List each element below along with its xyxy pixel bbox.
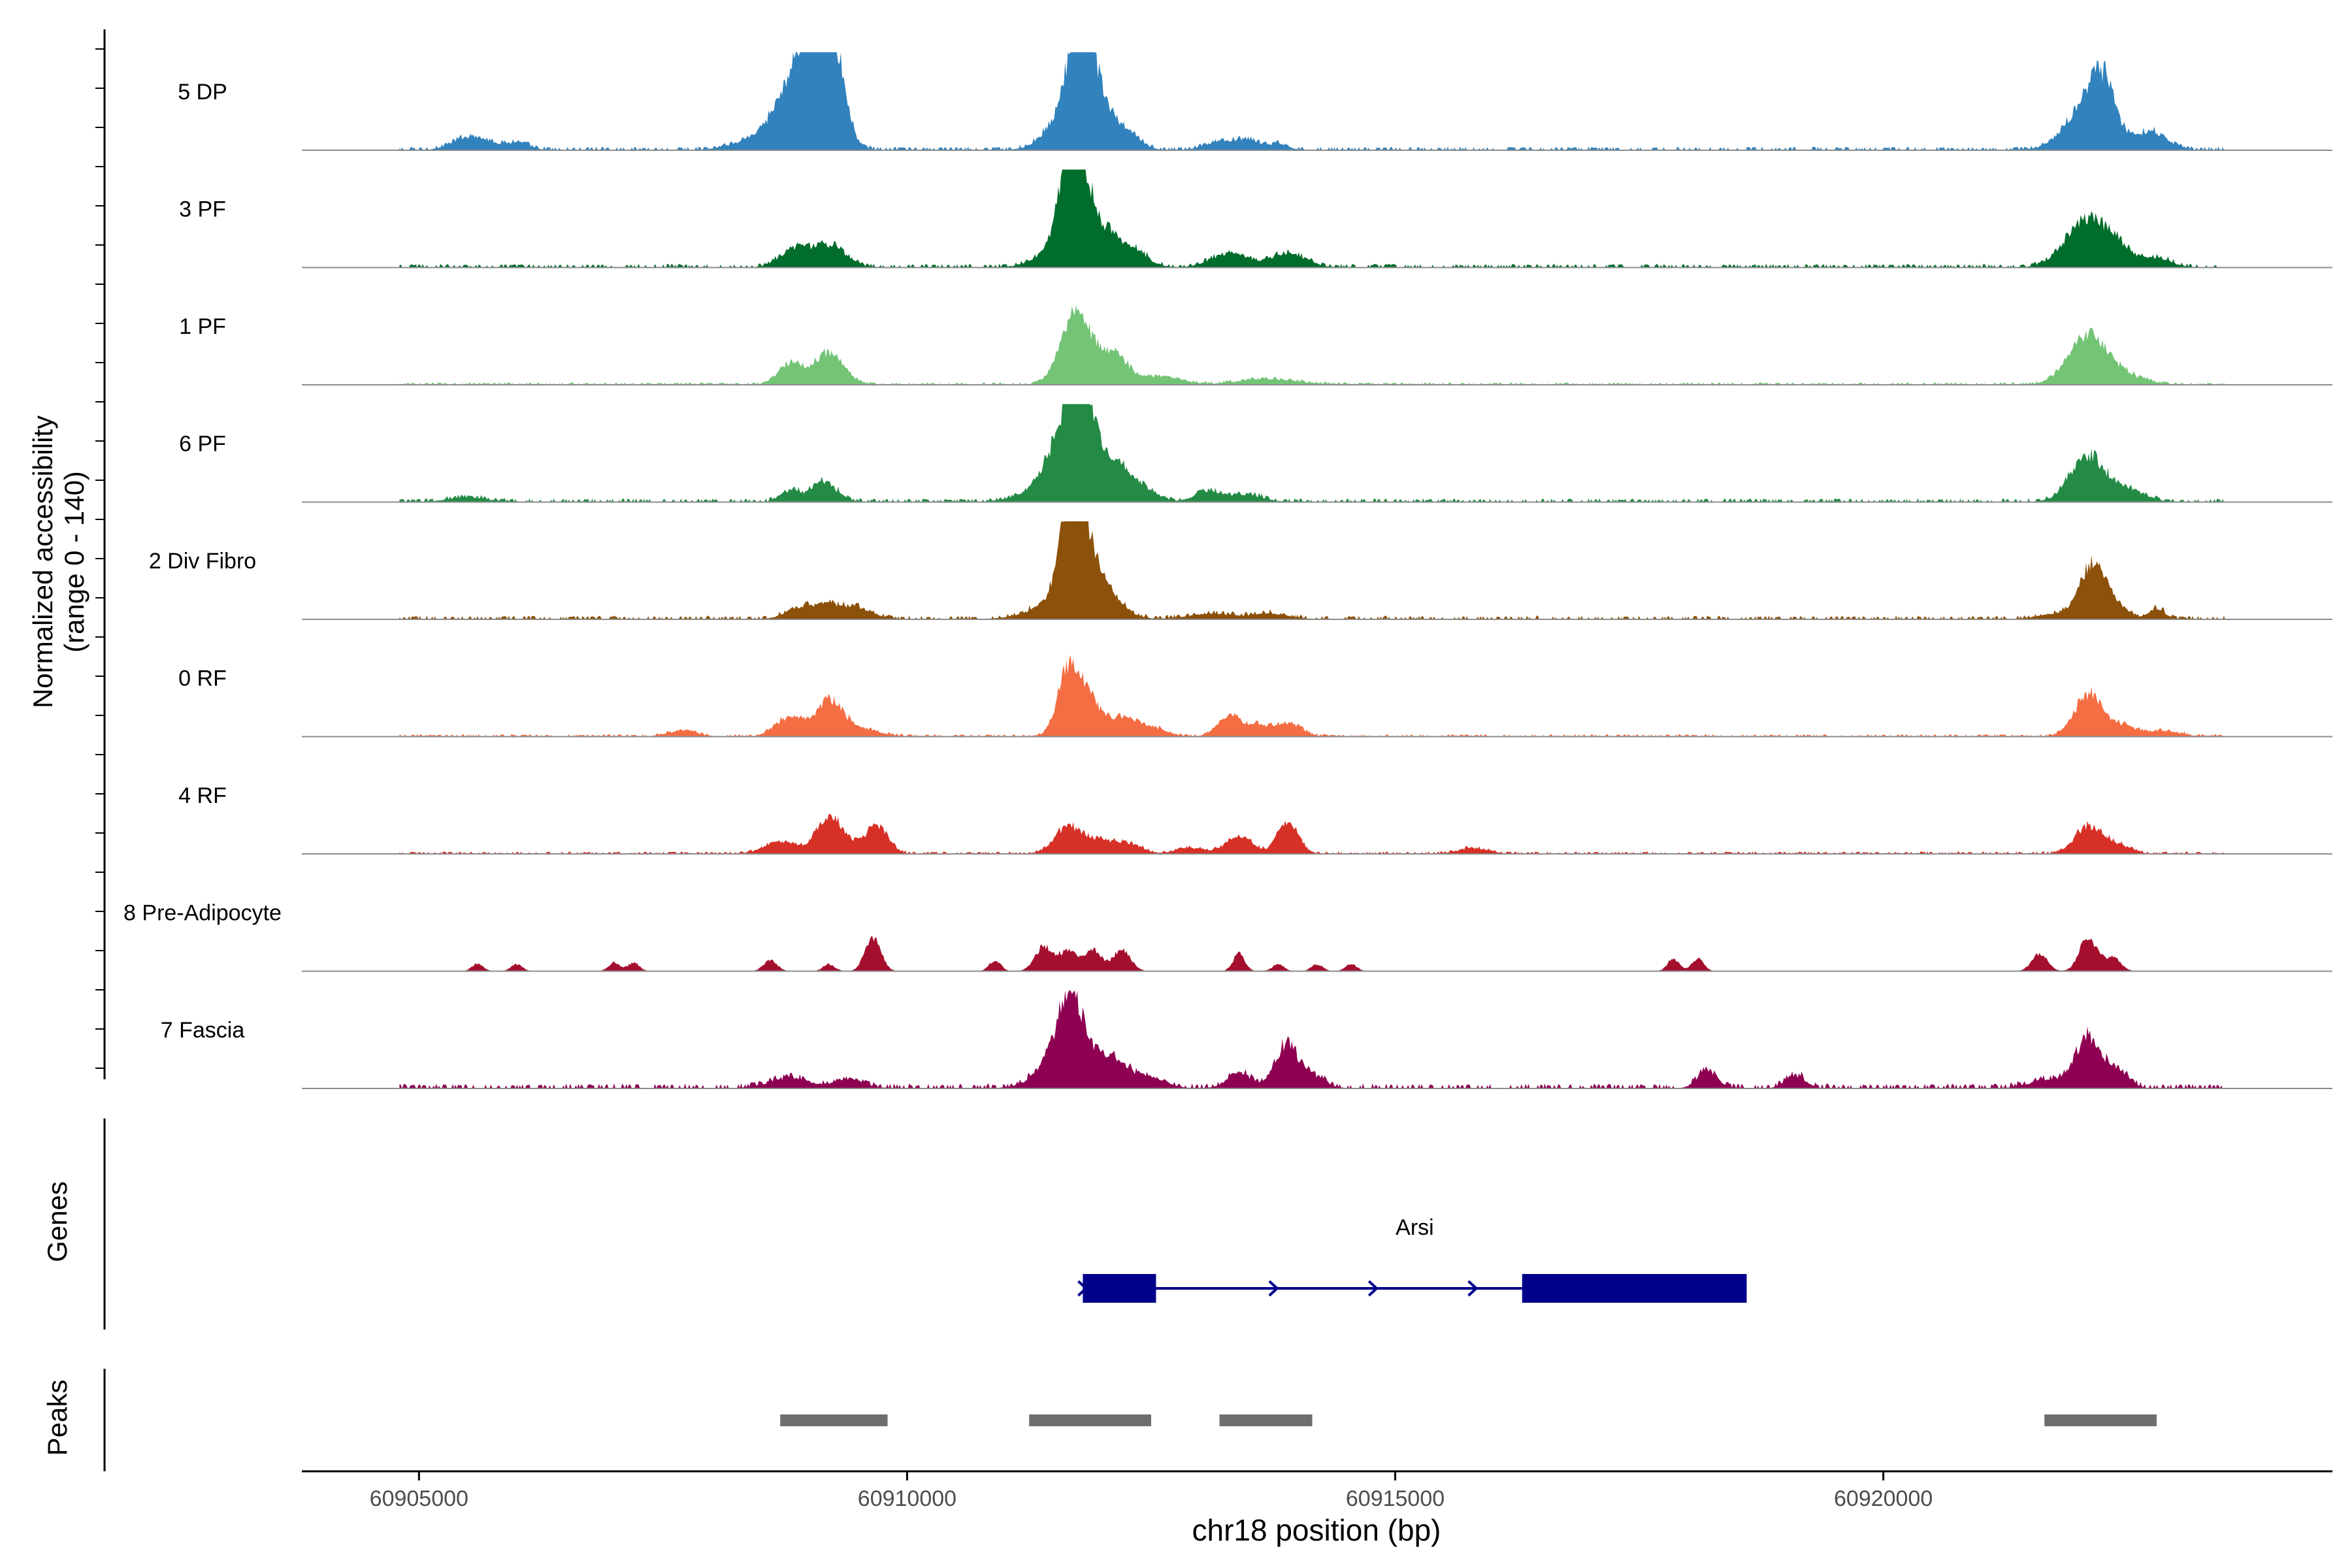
track-label: 0 RF (178, 666, 227, 691)
peak-bar (1219, 1414, 1313, 1426)
x-tick-label: 60905000 (370, 1486, 468, 1511)
peaks-panel-label: Peaks (42, 1380, 73, 1456)
track-7-fascia: 7 Fascia (161, 990, 2332, 1089)
gene-exons (1083, 1274, 1747, 1303)
x-axis-title: chr18 position (bp) (1192, 1513, 1441, 1547)
coverage-y-ticks (95, 48, 105, 1069)
track-label: 4 RF (178, 783, 227, 808)
gene-label: Arsi (1396, 1215, 1434, 1240)
gene-panel: Arsi (1077, 1215, 1747, 1303)
peak-bar (2044, 1414, 2157, 1426)
gene-exon (1083, 1274, 1156, 1303)
y-axis-range: (range 0 - 140) (59, 471, 90, 653)
track-6-pf: 6 PF (179, 404, 2332, 503)
x-tick-label: 60920000 (1834, 1486, 1933, 1511)
track-3-pf: 3 PF (179, 169, 2332, 269)
coverage-area (399, 813, 2225, 854)
track-0-rf: 0 RF (178, 655, 2332, 738)
x-ticks: 60905000 60910000 60915000 60920000 (370, 1471, 1933, 1511)
track-label: 8 Pre-Adipocyte (123, 901, 282, 926)
coverage-tracks: 5 DP 3 PF 1 PF 6 PF 2 Div Fibro 0 RF 4 RF 8 Pre… (123, 52, 2332, 1089)
track-label: 3 PF (179, 197, 226, 222)
track-label: 7 Fascia (161, 1018, 245, 1043)
peak-bar (1029, 1414, 1151, 1426)
track-label: 6 PF (179, 432, 226, 457)
x-tick-label: 60915000 (1346, 1486, 1445, 1511)
track-5-dp: 5 DP (178, 52, 2332, 151)
strand-arrow (1268, 1280, 1279, 1297)
coverage-area (399, 990, 2225, 1088)
track-2-div-fibro: 2 Div Fibro (149, 521, 2332, 620)
genes-panel-label: Genes (42, 1181, 73, 1262)
track-4-rf: 4 RF (178, 783, 2332, 855)
track-label: 2 Div Fibro (149, 549, 256, 574)
strand-arrow (1367, 1280, 1379, 1297)
x-tick-label: 60910000 (858, 1486, 956, 1511)
gene-exon (1522, 1274, 1747, 1303)
track-label: 5 DP (178, 80, 227, 105)
peak-bar (780, 1414, 888, 1426)
track-8-pre-adipocyte: 8 Pre-Adipocyte (123, 901, 2332, 972)
track-label: 1 PF (179, 314, 226, 339)
y-axis-title: Normalized accessibility (27, 416, 58, 708)
peaks-panel (780, 1414, 2157, 1426)
strand-arrow (1467, 1280, 1478, 1297)
x-axis: 60905000 60910000 60915000 60920000 (302, 1470, 2332, 1511)
coverage-area (399, 936, 2225, 972)
track-1-pf: 1 PF (179, 306, 2332, 385)
